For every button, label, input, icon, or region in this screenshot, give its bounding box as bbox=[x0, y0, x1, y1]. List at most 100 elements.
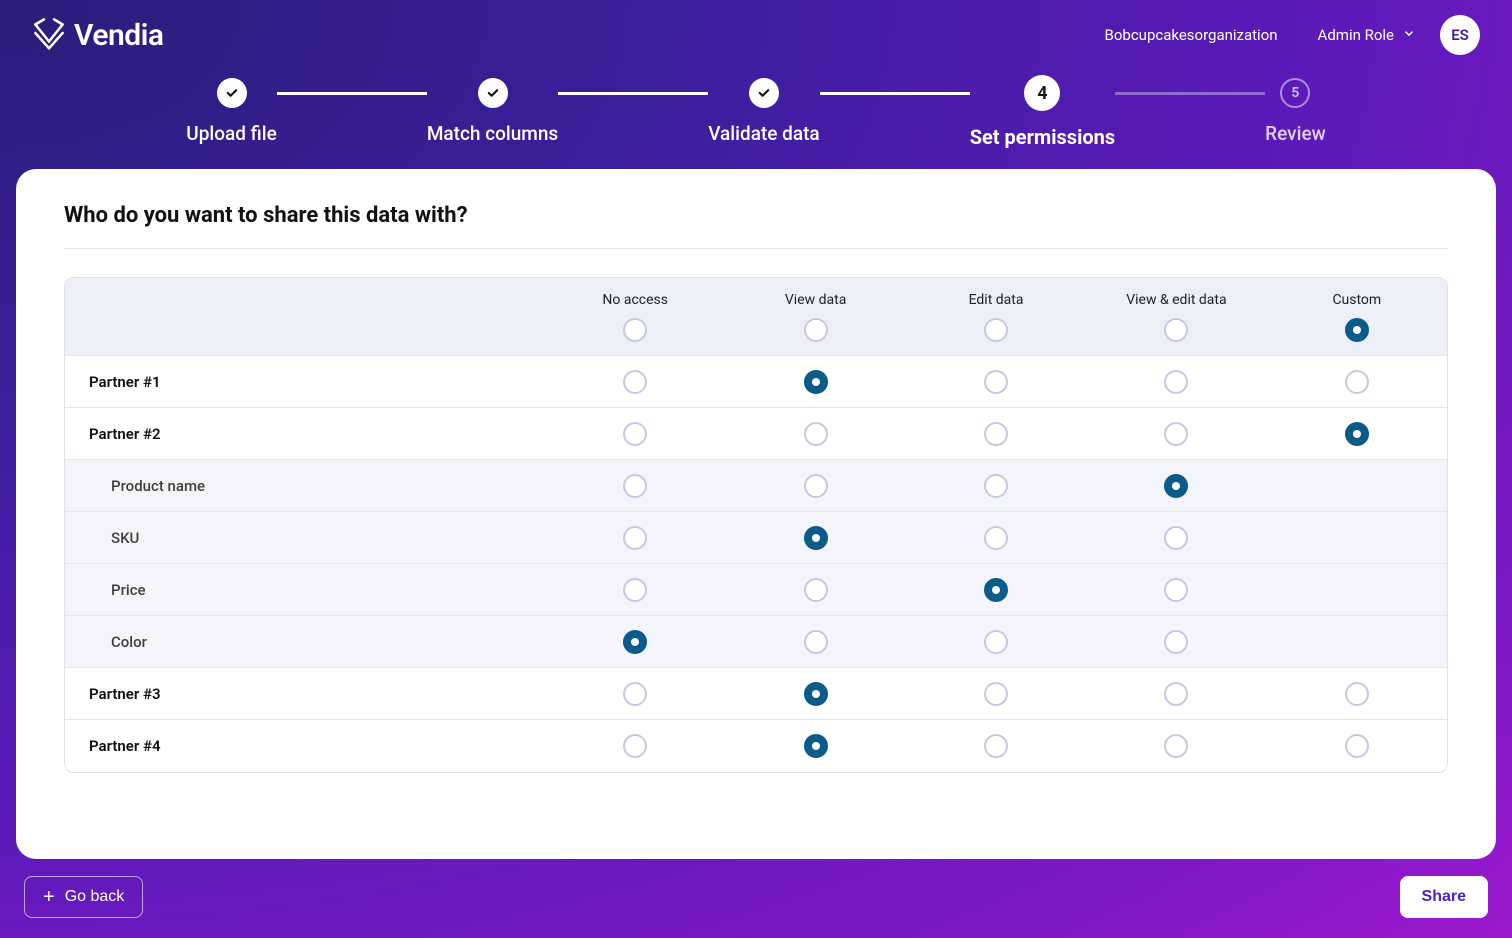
column-header-custom: Custom bbox=[1267, 278, 1447, 355]
radio[interactable] bbox=[623, 682, 647, 706]
cell bbox=[1267, 422, 1447, 446]
cell bbox=[725, 526, 905, 550]
stepper-connector bbox=[820, 92, 970, 95]
cell bbox=[1086, 578, 1266, 602]
radio[interactable] bbox=[1164, 422, 1188, 446]
cell bbox=[1086, 526, 1266, 550]
step-label: Validate data bbox=[708, 122, 819, 145]
step-label: Upload file bbox=[186, 122, 277, 145]
share-button[interactable]: Share bbox=[1400, 876, 1488, 918]
radio-header-0[interactable] bbox=[623, 318, 647, 342]
vendia-logo-icon bbox=[32, 16, 66, 54]
table-row: SKU bbox=[65, 512, 1447, 564]
table-row: Partner #3 bbox=[65, 668, 1447, 720]
plus-icon: + bbox=[43, 887, 55, 907]
cell bbox=[1086, 734, 1266, 758]
role-dropdown[interactable]: Admin Role bbox=[1318, 26, 1416, 44]
cell bbox=[545, 630, 725, 654]
radio[interactable] bbox=[623, 422, 647, 446]
empty bbox=[1345, 578, 1369, 602]
cell bbox=[906, 474, 1086, 498]
radio[interactable] bbox=[984, 474, 1008, 498]
radio-header-4[interactable] bbox=[1345, 318, 1369, 342]
cell bbox=[545, 734, 725, 758]
step-label: Set permissions bbox=[970, 125, 1115, 149]
radio[interactable] bbox=[1345, 734, 1369, 758]
radio[interactable] bbox=[1164, 682, 1188, 706]
radio[interactable] bbox=[623, 474, 647, 498]
table-row: Partner #1 bbox=[65, 356, 1447, 408]
cell bbox=[545, 578, 725, 602]
radio[interactable] bbox=[984, 578, 1008, 602]
radio[interactable] bbox=[804, 422, 828, 446]
radio[interactable] bbox=[1345, 682, 1369, 706]
avatar[interactable]: ES bbox=[1440, 15, 1480, 55]
brand-logo[interactable]: Vendia bbox=[32, 16, 164, 54]
org-name[interactable]: Bobcupcakesorganization bbox=[1105, 26, 1278, 44]
radio[interactable] bbox=[804, 630, 828, 654]
radio[interactable] bbox=[804, 578, 828, 602]
radio[interactable] bbox=[623, 578, 647, 602]
radio[interactable] bbox=[984, 734, 1008, 758]
radio[interactable] bbox=[1164, 630, 1188, 654]
radio[interactable] bbox=[804, 682, 828, 706]
radio-header-2[interactable] bbox=[984, 318, 1008, 342]
step-upload-file[interactable]: Upload file bbox=[186, 78, 277, 145]
radio[interactable] bbox=[1164, 526, 1188, 550]
stepper-connector bbox=[558, 92, 708, 95]
empty bbox=[1345, 526, 1369, 550]
step-validate-data[interactable]: Validate data bbox=[708, 78, 819, 145]
cell bbox=[725, 370, 905, 394]
radio[interactable] bbox=[623, 630, 647, 654]
stepper-connector bbox=[277, 92, 427, 95]
brand-name: Vendia bbox=[74, 18, 164, 53]
column-label: Custom bbox=[1332, 292, 1381, 308]
radio[interactable] bbox=[1345, 370, 1369, 394]
step-match-columns[interactable]: Match columns bbox=[427, 78, 558, 145]
radio[interactable] bbox=[1164, 370, 1188, 394]
cell bbox=[1086, 370, 1266, 394]
share-label: Share bbox=[1422, 888, 1466, 906]
table-row: Price bbox=[65, 564, 1447, 616]
table-row: Partner #4 bbox=[65, 720, 1447, 772]
go-back-button[interactable]: + Go back bbox=[24, 876, 143, 918]
radio[interactable] bbox=[984, 526, 1008, 550]
radio[interactable] bbox=[984, 370, 1008, 394]
row-label: Partner #4 bbox=[65, 737, 545, 755]
cell bbox=[725, 734, 905, 758]
column-label: View & edit data bbox=[1126, 292, 1226, 308]
empty bbox=[1345, 474, 1369, 498]
cell bbox=[906, 526, 1086, 550]
radio[interactable] bbox=[623, 370, 647, 394]
row-label: Product name bbox=[65, 477, 545, 495]
radio[interactable] bbox=[984, 422, 1008, 446]
radio[interactable] bbox=[804, 370, 828, 394]
radio[interactable] bbox=[623, 526, 647, 550]
radio[interactable] bbox=[1164, 474, 1188, 498]
radio[interactable] bbox=[1164, 734, 1188, 758]
radio[interactable] bbox=[984, 630, 1008, 654]
radio-header-3[interactable] bbox=[1164, 318, 1188, 342]
radio[interactable] bbox=[804, 474, 828, 498]
radio-header-1[interactable] bbox=[804, 318, 828, 342]
column-label: Edit data bbox=[969, 292, 1024, 308]
step-number: 4 bbox=[1024, 75, 1060, 111]
app-header: Vendia Bobcupcakesorganization Admin Rol… bbox=[0, 0, 1512, 70]
radio[interactable] bbox=[1164, 578, 1188, 602]
page-title: Who do you want to share this data with? bbox=[64, 203, 1448, 228]
radio[interactable] bbox=[984, 682, 1008, 706]
radio[interactable] bbox=[804, 734, 828, 758]
radio[interactable] bbox=[1345, 422, 1369, 446]
step-review[interactable]: 5Review bbox=[1265, 78, 1326, 145]
step-set-permissions[interactable]: 4 Set permissions bbox=[970, 78, 1115, 149]
radio[interactable] bbox=[623, 734, 647, 758]
cell bbox=[545, 474, 725, 498]
table-header-row: No accessView dataEdit dataView & edit d… bbox=[65, 278, 1447, 356]
table-row: Product name bbox=[65, 460, 1447, 512]
table-header-empty bbox=[65, 278, 545, 355]
cell bbox=[1267, 474, 1447, 498]
empty bbox=[1345, 630, 1369, 654]
cell bbox=[545, 370, 725, 394]
radio[interactable] bbox=[804, 526, 828, 550]
cell bbox=[906, 630, 1086, 654]
